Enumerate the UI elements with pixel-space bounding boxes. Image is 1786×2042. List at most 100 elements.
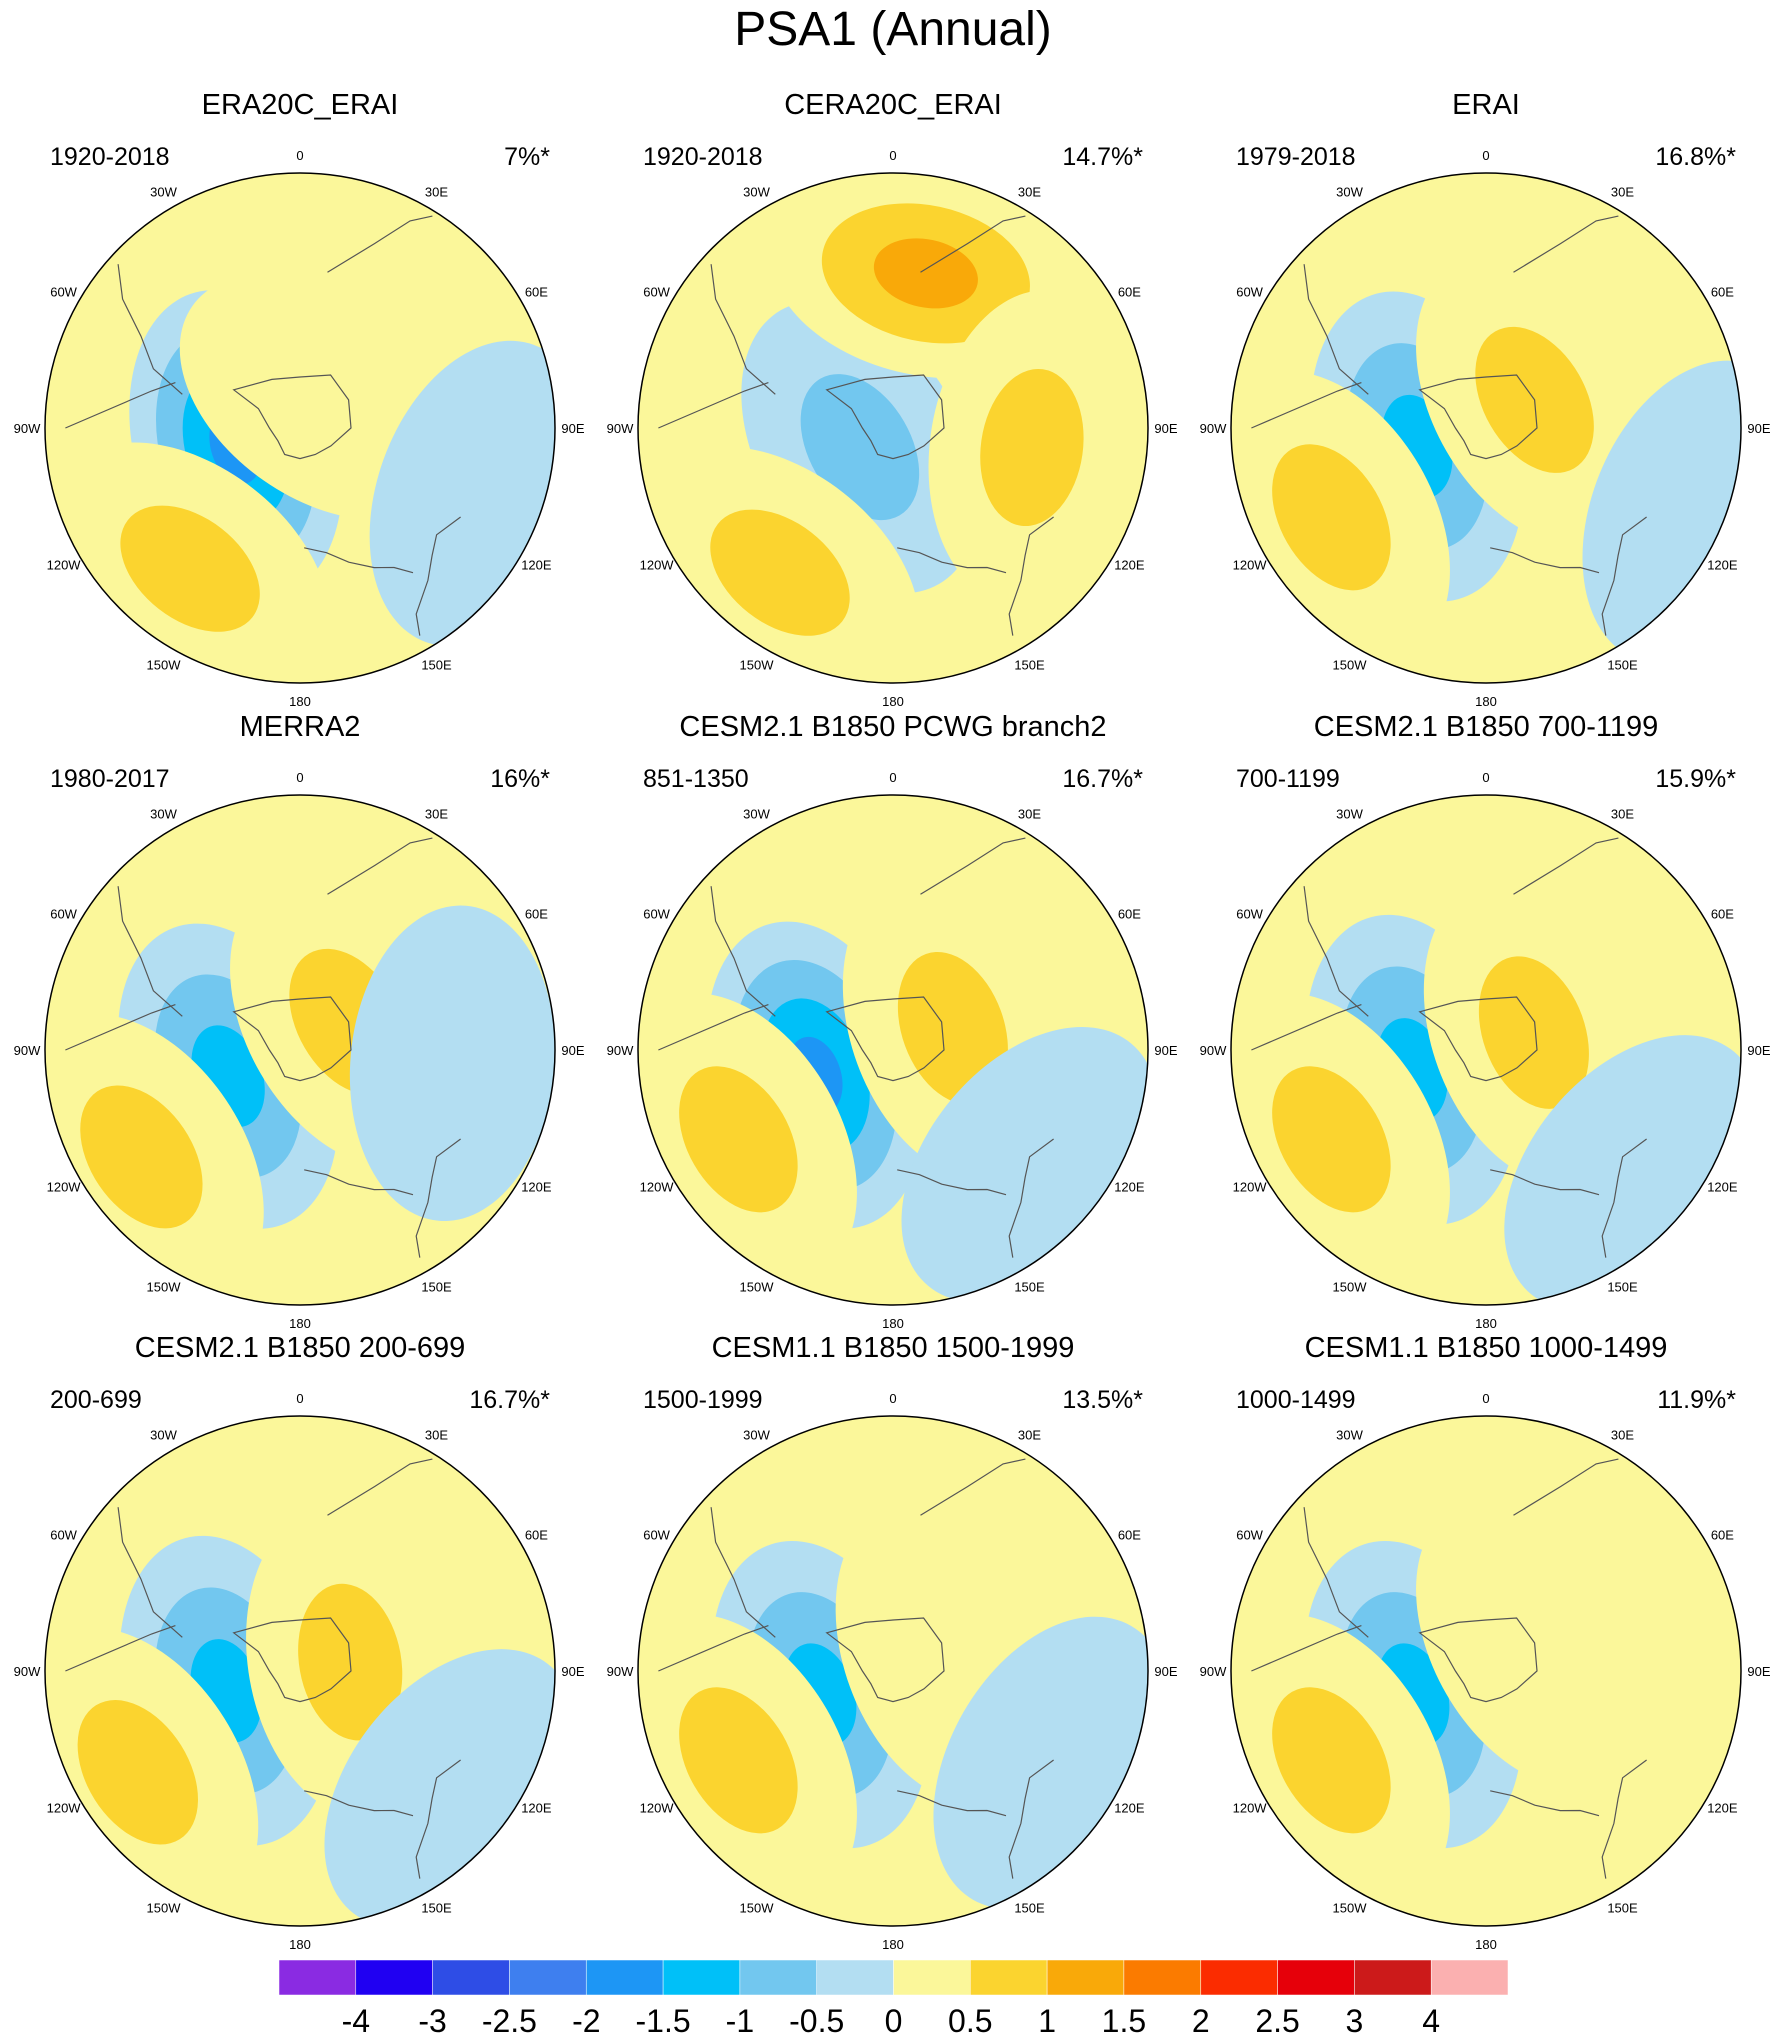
colorbar-swatch <box>432 1960 510 1996</box>
colorbar-swatch <box>893 1960 971 1996</box>
colorbar-tick-label: 4 <box>1422 2003 1440 2039</box>
coastline <box>117 886 183 1017</box>
contour-field <box>1231 879 1741 1305</box>
longitude-label: 180 <box>289 1937 311 1952</box>
longitude-label: 120W <box>640 1801 675 1816</box>
positive-anomaly-contour <box>120 505 260 632</box>
longitude-label: 120W <box>1233 1801 1268 1816</box>
panel-title: CESM1.1 B1850 1500-1999 <box>711 1332 1075 1364</box>
panel-variance-percent: 13.5%* <box>1062 1386 1143 1414</box>
longitude-label: 120E <box>1707 558 1738 573</box>
coastline <box>1601 1138 1647 1258</box>
positive-anomaly-contour <box>679 1066 798 1213</box>
colorbar-swatch <box>1123 1960 1201 1996</box>
panel-title: MERRA2 <box>239 711 361 743</box>
longitude-label: 60W <box>1236 907 1263 922</box>
polar-map: 0 30E 60E 90E 120E 150E 180 150W 120W 90W 60W 30W <box>14 770 585 1331</box>
polar-map: 0 30E 60E 90E 120E 150E 180 150W 120W 90W 60W 30W <box>14 148 585 709</box>
coastline <box>65 1004 176 1051</box>
longitude-label: 150W <box>740 1279 775 1294</box>
colorbar-tick-label: -1 <box>726 2003 754 2039</box>
panel-title: CESM2.1 B1850 700-1199 <box>1313 711 1659 743</box>
positive-anomaly-contour <box>1272 444 1391 591</box>
coastline <box>232 1617 352 1703</box>
coastline <box>825 1617 945 1703</box>
longitude-label: 60W <box>1236 285 1263 300</box>
longitude-label: 60W <box>1236 1528 1263 1543</box>
longitude-label: 90E <box>1747 1664 1770 1679</box>
longitude-label: 60E <box>1118 285 1141 300</box>
longitude-label: 30W <box>743 185 770 200</box>
positive-anomaly-contour <box>1272 1687 1391 1834</box>
panel-variance-percent: 15.9%* <box>1655 765 1736 793</box>
colorbar-tick-label: 1.5 <box>1102 2003 1146 2039</box>
longitude-label: 60W <box>50 1528 77 1543</box>
longitude-label: 30W <box>743 807 770 822</box>
coastline <box>1251 1625 1362 1672</box>
coastline <box>1418 374 1538 460</box>
coastline <box>117 1507 183 1638</box>
map-panel: CESM2.1 B1850 700-1199 700-1199 15.9%* 0 30E… <box>1200 710 1771 1331</box>
longitude-label: 180 <box>882 1316 904 1331</box>
coastline <box>415 1138 461 1258</box>
coastline <box>897 547 1007 574</box>
coastline <box>658 1004 769 1051</box>
longitude-label: 120E <box>521 558 552 573</box>
coastline <box>1418 996 1538 1082</box>
colorbar-swatch <box>278 1960 357 1996</box>
longitude-label: 150E <box>421 1279 452 1294</box>
coastline <box>1490 547 1600 574</box>
longitude-label: 120W <box>1233 558 1268 573</box>
coastline <box>1601 516 1647 636</box>
longitude-label: 120E <box>1114 1801 1145 1816</box>
panel-variance-percent: 16.7%* <box>469 1386 550 1414</box>
colorbar-tick-label: 3 <box>1346 2003 1364 2039</box>
longitude-label: 30E <box>1018 1428 1041 1443</box>
longitude-label: 90E <box>1154 1664 1177 1679</box>
panel-title: CERA20C_ERAI <box>784 89 1002 121</box>
coastline <box>232 996 352 1082</box>
longitude-label: 150W <box>1333 1279 1368 1294</box>
colorbar-swatch <box>970 1960 1048 1996</box>
main-title: PSA1 (Annual) <box>734 3 1052 56</box>
panel-variance-percent: 14.7%* <box>1062 143 1143 171</box>
map-panel: ERA20C_ERAI 1920-2018 7%* 0 30E 60E 90E 120E 150… <box>14 88 585 709</box>
longitude-label: 150W <box>147 1279 182 1294</box>
coastline <box>1008 1759 1054 1879</box>
longitude-label: 0 <box>889 148 896 163</box>
coastline <box>327 215 433 273</box>
colorbar-swatch <box>1046 1960 1125 1996</box>
colorbar-tick-label: -2 <box>572 2003 600 2039</box>
panel-variance-percent: 11.9%* <box>1657 1386 1736 1414</box>
coastline <box>1303 886 1369 1017</box>
polar-map: 0 30E 60E 90E 120E 150E 180 150W 120W 90W 60W 30W <box>607 1391 1178 1952</box>
longitude-label: 30W <box>1336 185 1363 200</box>
coastline <box>327 837 433 895</box>
coastline <box>825 996 945 1082</box>
polar-map: 0 30E 60E 90E 120E 150E 180 150W 120W 90W 60W 30W <box>1200 770 1771 1331</box>
polar-map: 0 30E 60E 90E 120E 150E 180 150W 120W 90W 60W 30W <box>607 148 1178 709</box>
longitude-label: 180 <box>289 1316 311 1331</box>
longitude-label: 60W <box>643 1528 670 1543</box>
panel-title: CESM1.1 B1850 1000-1499 <box>1304 1332 1668 1364</box>
coastline <box>1303 1507 1369 1638</box>
coastline <box>1303 264 1369 395</box>
longitude-label: 60E <box>525 1528 548 1543</box>
panel-title: CESM2.1 B1850 200-699 <box>134 1332 466 1364</box>
longitude-label: 180 <box>882 694 904 709</box>
colorbar-swatch <box>662 1960 741 1996</box>
longitude-label: 0 <box>1482 148 1489 163</box>
longitude-label: 30E <box>1611 185 1634 200</box>
positive-anomaly-contour <box>1478 956 1589 1109</box>
map-border <box>44 1415 556 1927</box>
map-panel: CESM2.1 B1850 PCWG branch2 851-1350 16.7%*… <box>607 710 1178 1331</box>
panel-period: 1000-1499 <box>1236 1386 1356 1414</box>
colorbar-swatch <box>816 1960 894 1996</box>
longitude-label: 30W <box>150 807 177 822</box>
map-panel: ERAI 1979-2018 16.8%* 0 30E 60E 90E 120E 150E 180… <box>1200 88 1771 709</box>
longitude-label: 60W <box>50 285 77 300</box>
longitude-label: 30E <box>425 185 448 200</box>
longitude-label: 0 <box>296 770 303 785</box>
longitude-label: 30W <box>150 1428 177 1443</box>
longitude-label: 120W <box>640 558 675 573</box>
